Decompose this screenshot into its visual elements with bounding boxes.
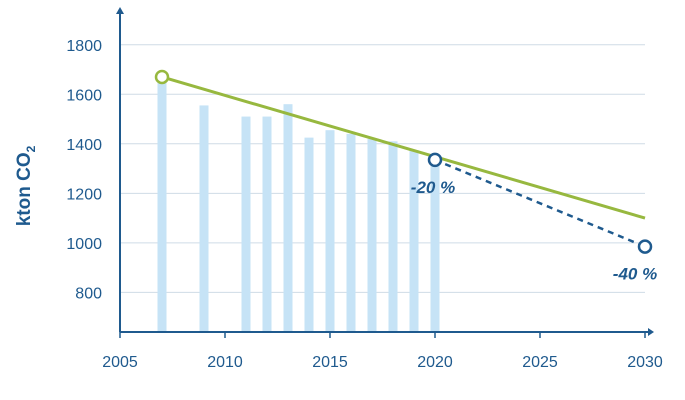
bars-group [157, 78, 440, 332]
axes [116, 7, 654, 338]
bar-2019 [409, 150, 419, 332]
bar-2020 [430, 164, 440, 332]
bar-2013 [283, 104, 293, 332]
annotation-label: -20 % [411, 178, 455, 197]
markers-group [154, 69, 653, 254]
bar-2014 [304, 137, 314, 332]
y-tick-label: 1000 [66, 236, 102, 253]
bar-2009 [199, 105, 209, 332]
marker-2007 [154, 69, 170, 85]
y-tick-label: 1400 [66, 137, 102, 154]
annotation-label: -40 % [613, 265, 657, 284]
x-tick-label: 2005 [102, 354, 138, 371]
x-tick-label: 2020 [417, 354, 453, 371]
y-tick-label: 1800 [66, 38, 102, 55]
bar-2012 [262, 116, 272, 332]
bar-2015 [325, 130, 335, 332]
y-axis-label: kton CO2 [14, 145, 38, 226]
bar-2017 [367, 138, 377, 332]
x-tick-label: 2030 [627, 354, 663, 371]
bar-2011 [241, 116, 251, 332]
y-axis-label-subscript: 2 [24, 145, 38, 152]
x-tick-label: 2025 [522, 354, 558, 371]
annotations-group: -20 % -40 % [411, 178, 657, 284]
y-tick-label: 800 [75, 285, 102, 302]
x-tick-label: 2015 [312, 354, 348, 371]
x-tick-label: 2010 [207, 354, 243, 371]
tick-labels: 800 1000 1200 1400 1600 1800 2005 2010 2015 2020 2… [66, 38, 662, 371]
y-axis-arrow [116, 7, 124, 14]
target-line [434, 158, 646, 248]
bar-2016 [346, 133, 356, 332]
x-axis-arrow [648, 328, 654, 336]
lines-group [161, 75, 646, 248]
trend-line [161, 75, 646, 220]
y-tick-label: 1200 [66, 186, 102, 203]
gridlines [120, 44, 645, 293]
bar-2007 [157, 78, 167, 332]
marker-2020 [427, 152, 443, 168]
y-tick-label: 1600 [66, 87, 102, 104]
marker-2030 [637, 239, 653, 254]
bar-2018 [388, 141, 398, 332]
